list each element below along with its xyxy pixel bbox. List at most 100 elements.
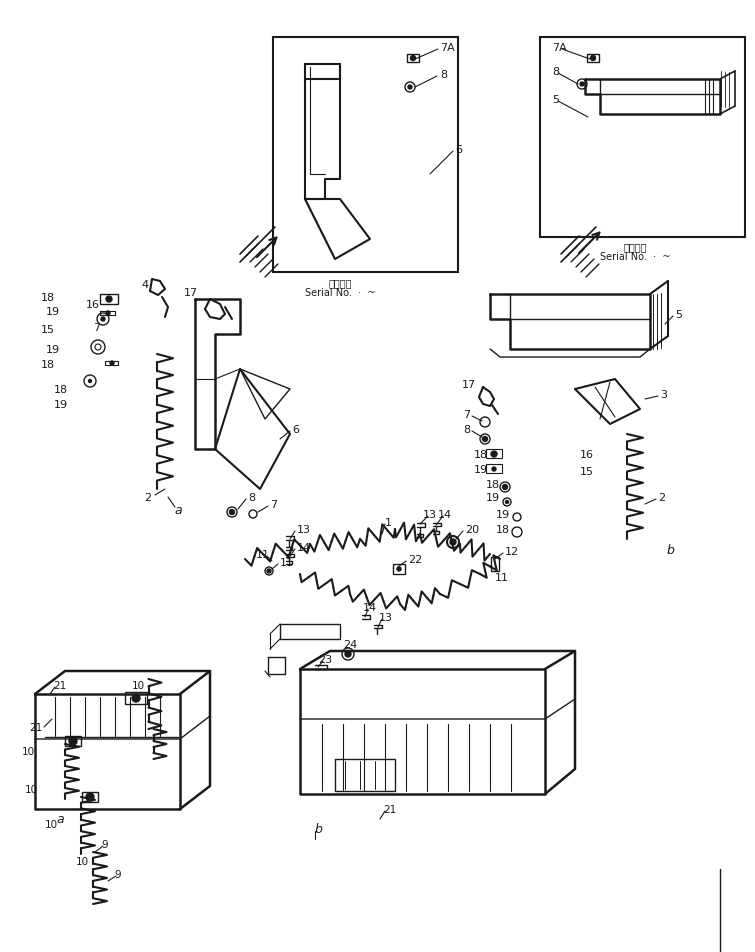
Text: 11: 11 — [495, 572, 509, 583]
Text: 18: 18 — [496, 525, 510, 534]
Text: 11: 11 — [280, 558, 294, 567]
Text: 18: 18 — [41, 360, 55, 369]
Circle shape — [590, 56, 596, 62]
Text: Serial No.  ·  ~: Serial No. · ~ — [305, 288, 375, 298]
Bar — [125, 692, 147, 704]
Text: 19: 19 — [46, 307, 60, 317]
Circle shape — [132, 694, 140, 703]
Text: 4: 4 — [141, 280, 149, 289]
Text: 11: 11 — [256, 549, 270, 560]
Circle shape — [110, 362, 114, 366]
Text: 19: 19 — [474, 465, 488, 474]
Circle shape — [86, 793, 94, 802]
Text: 10: 10 — [76, 856, 88, 866]
Text: 19: 19 — [486, 492, 500, 503]
Text: 22: 22 — [408, 554, 422, 565]
Text: 3: 3 — [660, 389, 667, 400]
Circle shape — [411, 56, 415, 62]
Bar — [273, 38, 458, 272]
Text: 10: 10 — [25, 784, 38, 794]
Text: 20: 20 — [465, 525, 479, 534]
Bar — [407, 55, 419, 63]
Text: 2: 2 — [658, 492, 665, 503]
Text: 18: 18 — [54, 385, 68, 394]
Text: 18: 18 — [486, 480, 500, 489]
Text: 21: 21 — [384, 804, 396, 814]
Bar — [100, 295, 118, 305]
Text: 21: 21 — [54, 681, 66, 690]
Text: 15: 15 — [580, 466, 594, 477]
Circle shape — [101, 318, 105, 322]
Text: 23: 23 — [318, 654, 332, 664]
Circle shape — [267, 569, 271, 573]
Text: 8: 8 — [552, 67, 559, 77]
Bar — [486, 449, 502, 459]
Circle shape — [69, 737, 77, 745]
Circle shape — [88, 380, 91, 383]
Text: 19: 19 — [46, 345, 60, 355]
Bar — [491, 558, 499, 571]
Text: 21: 21 — [29, 723, 42, 732]
Text: a: a — [174, 503, 182, 516]
Text: 5: 5 — [552, 95, 559, 105]
Text: 適用号機: 適用号機 — [623, 242, 647, 251]
Bar — [393, 565, 405, 574]
Text: 7: 7 — [463, 409, 470, 420]
Text: 19: 19 — [496, 509, 510, 520]
Circle shape — [345, 651, 351, 657]
Text: 10: 10 — [45, 819, 58, 829]
Bar — [587, 55, 599, 63]
Text: 5: 5 — [675, 309, 682, 320]
Text: 9: 9 — [102, 839, 108, 849]
Circle shape — [491, 451, 497, 458]
Text: 17: 17 — [184, 288, 198, 298]
Text: 14: 14 — [297, 543, 311, 552]
Text: 7: 7 — [93, 323, 100, 332]
Text: 7: 7 — [270, 500, 277, 509]
Circle shape — [230, 510, 235, 515]
Text: 6: 6 — [455, 145, 462, 155]
Bar — [82, 792, 98, 803]
Text: 8: 8 — [463, 425, 470, 434]
Text: 16: 16 — [580, 449, 594, 460]
Circle shape — [408, 86, 412, 89]
Text: 6: 6 — [292, 425, 299, 434]
Text: 13: 13 — [297, 525, 311, 534]
Text: 10: 10 — [22, 746, 35, 756]
Text: 15: 15 — [41, 325, 55, 335]
Text: 8: 8 — [248, 492, 255, 503]
Bar — [540, 38, 745, 238]
Text: 18: 18 — [474, 449, 488, 460]
Text: 12: 12 — [505, 546, 519, 556]
Circle shape — [397, 567, 401, 571]
Circle shape — [106, 311, 110, 316]
Text: 13: 13 — [423, 509, 437, 520]
Circle shape — [106, 297, 112, 303]
Circle shape — [482, 437, 488, 442]
Circle shape — [580, 83, 584, 87]
Bar — [65, 736, 81, 746]
Text: b: b — [666, 543, 674, 556]
Text: 13: 13 — [379, 612, 393, 623]
Text: 24: 24 — [343, 640, 357, 649]
Text: 14: 14 — [363, 603, 377, 612]
Circle shape — [450, 540, 456, 545]
Text: 10: 10 — [131, 681, 144, 690]
Text: 14: 14 — [438, 509, 452, 520]
Text: 1: 1 — [384, 518, 392, 527]
Text: 19: 19 — [54, 400, 68, 409]
Circle shape — [503, 485, 507, 490]
Text: 2: 2 — [144, 492, 152, 503]
Text: a: a — [56, 813, 64, 825]
Text: 7A: 7A — [552, 43, 567, 53]
Text: 17: 17 — [462, 380, 476, 389]
Circle shape — [492, 467, 496, 471]
Text: 9: 9 — [115, 869, 122, 879]
Text: 適用号機: 適用号機 — [328, 278, 352, 288]
Text: 18: 18 — [41, 292, 55, 303]
Text: 7A: 7A — [440, 43, 455, 53]
Text: 8: 8 — [440, 69, 447, 80]
Text: b: b — [314, 823, 322, 836]
Text: Serial No.  ·  ~: Serial No. · ~ — [599, 251, 670, 262]
Text: 16: 16 — [86, 300, 100, 309]
